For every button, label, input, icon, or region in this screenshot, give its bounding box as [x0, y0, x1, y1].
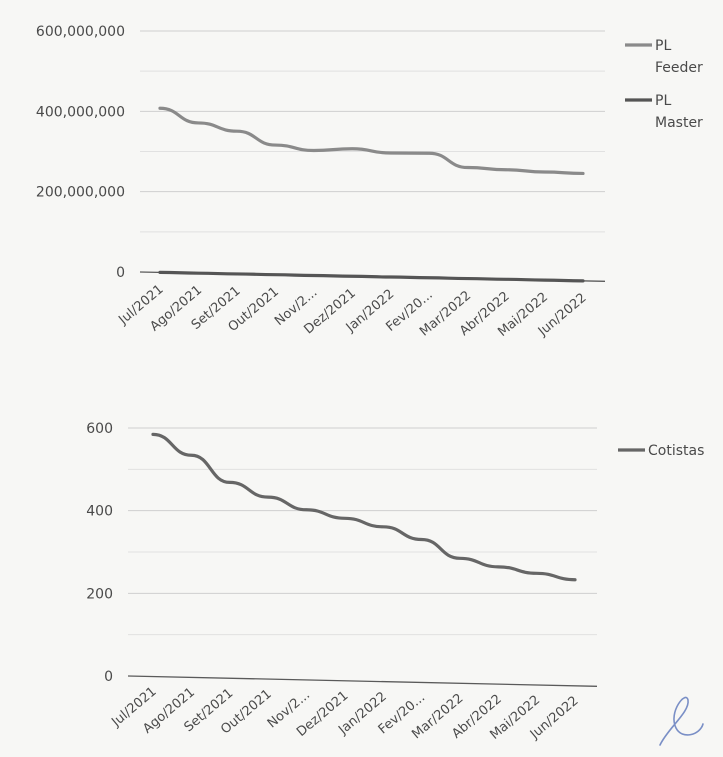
y-tick-label: 600	[86, 421, 113, 437]
legend-label: Master	[655, 115, 703, 131]
y-tick-label: 200,000,000	[36, 185, 125, 201]
x-axis-line	[127, 675, 598, 687]
legend-label: PL	[655, 93, 671, 109]
chart-cotistas: 6004002000Jul/2021Ago/2021Set/2021Out/20…	[86, 421, 704, 743]
series-line	[158, 270, 585, 283]
legend-label: PL	[655, 38, 671, 54]
y-tick-label: 400	[86, 504, 113, 520]
y-tick-label: 0	[104, 669, 113, 685]
y-tick-label: 400,000,000	[36, 104, 125, 120]
series-line	[158, 106, 585, 176]
chart-pl-feeder-master: 600,000,000400,000,000200,000,0000Jul/20…	[36, 24, 703, 340]
legend-label: Cotistas	[648, 443, 704, 459]
y-tick-label: 600,000,000	[36, 24, 125, 40]
y-tick-label: 0	[116, 265, 125, 281]
y-tick-label: 200	[86, 586, 113, 602]
series-line	[151, 432, 577, 582]
signature-mark	[659, 696, 704, 746]
legend-label: Feeder	[655, 60, 703, 76]
